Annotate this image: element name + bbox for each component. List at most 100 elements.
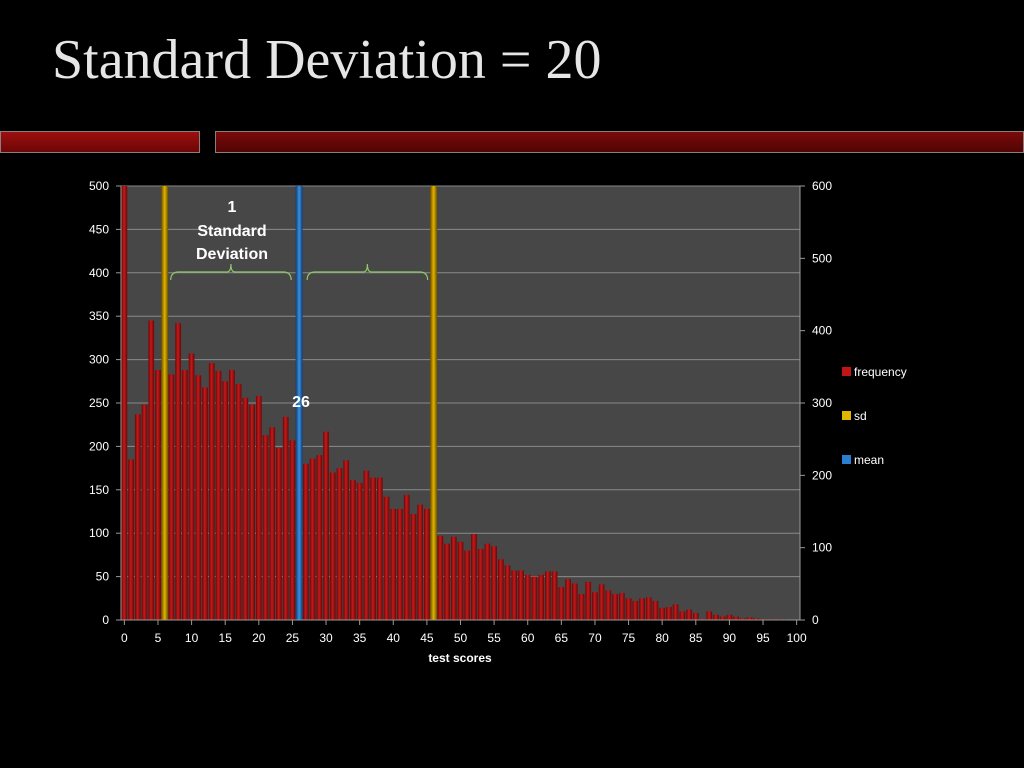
y-right-tick-label: 600 <box>812 179 832 193</box>
frequency-bar <box>363 470 370 620</box>
x-tick-label: 55 <box>487 631 501 645</box>
x-tick-label: 70 <box>588 631 602 645</box>
legend-label-sd: sd <box>854 409 867 423</box>
title-divider-left <box>0 131 200 153</box>
left-axis-tick-labels: 0 50 100 150 200 250 300 350 400 450 500 <box>89 179 121 627</box>
reference-lines <box>161 186 438 620</box>
frequency-bar <box>316 455 323 620</box>
x-axis-label: test scores <box>428 651 492 665</box>
frequency-bar <box>692 613 699 620</box>
sd-line <box>430 186 438 620</box>
frequency-bar <box>282 416 289 620</box>
frequency-bar <box>141 404 148 620</box>
frequency-bar <box>309 458 316 620</box>
x-tick-label: 5 <box>155 631 162 645</box>
legend-swatch-frequency <box>842 367 851 376</box>
frequency-bar <box>457 541 464 620</box>
frequency-bar <box>397 508 403 620</box>
x-tick-label: 35 <box>353 631 367 645</box>
frequency-bar <box>679 611 686 620</box>
frequency-bar <box>571 583 578 620</box>
x-tick-label: 25 <box>286 631 300 645</box>
y-right-tick-label: 500 <box>812 251 832 265</box>
x-tick-label: 85 <box>689 631 703 645</box>
legend: frequency sd mean <box>842 365 907 467</box>
frequency-bar <box>625 598 632 620</box>
y-right-tick-label: 200 <box>812 468 832 482</box>
x-tick-label: 80 <box>656 631 670 645</box>
frequency-bar <box>350 480 356 620</box>
frequency-bar <box>403 495 410 620</box>
y-right-tick-label: 0 <box>812 613 819 627</box>
frequency-bar <box>222 381 229 620</box>
frequency-bar <box>524 574 531 620</box>
frequency-bar <box>188 353 195 620</box>
y-left-tick-label: 150 <box>89 483 109 497</box>
frequency-bar <box>666 606 672 620</box>
frequency-bar <box>410 514 417 620</box>
y-left-tick-label: 500 <box>89 179 109 193</box>
sd-annotation-line3: Deviation <box>196 246 268 263</box>
frequency-bar <box>437 535 444 620</box>
x-tick-label: 100 <box>787 631 807 645</box>
x-tick-label: 45 <box>420 631 434 645</box>
frequency-bar <box>215 370 222 620</box>
frequency-bar <box>612 593 618 620</box>
y-left-tick-label: 400 <box>89 266 109 280</box>
frequency-bar <box>753 618 760 620</box>
x-tick-label: 90 <box>723 631 737 645</box>
sd-annotation-line1: 1 <box>228 199 237 216</box>
frequency-bar <box>289 440 296 620</box>
frequency-bar <box>545 571 551 620</box>
x-tick-label: 60 <box>521 631 535 645</box>
y-right-tick-label: 100 <box>812 541 832 555</box>
frequency-bar <box>477 548 484 620</box>
frequency-bar <box>746 617 753 620</box>
frequency-bar <box>565 579 571 620</box>
frequency-bar <box>303 463 309 620</box>
frequency-bar <box>195 375 202 620</box>
legend-swatch-sd <box>842 411 851 420</box>
frequency-bar <box>444 543 450 620</box>
x-tick-label: 10 <box>185 631 199 645</box>
frequency-bar <box>605 590 612 620</box>
frequency-bar <box>531 576 538 620</box>
frequency-bars <box>121 186 787 620</box>
frequency-bar <box>182 370 188 620</box>
frequency-bar <box>538 574 545 620</box>
frequency-bar <box>262 435 269 620</box>
y-left-tick-label: 300 <box>89 353 109 367</box>
frequency-bar <box>558 587 565 620</box>
right-axis-tick-labels: 0 100 200 300 400 500 600 <box>800 179 832 627</box>
x-tick-label: 50 <box>454 631 468 645</box>
frequency-bar <box>618 593 625 620</box>
legend-label-mean: mean <box>854 453 884 467</box>
frequency-bar <box>276 448 282 620</box>
mean-annotation: 26 <box>292 394 310 411</box>
frequency-bar <box>390 508 397 620</box>
x-tick-label: 20 <box>252 631 266 645</box>
frequency-bar <box>329 472 336 620</box>
y-left-tick-label: 100 <box>89 526 109 540</box>
frequency-bar <box>121 186 128 620</box>
frequency-bar <box>356 482 363 620</box>
frequency-bar <box>249 404 255 620</box>
frequency-bar <box>551 571 558 620</box>
frequency-bar <box>497 559 504 620</box>
frequency-bar <box>323 431 329 620</box>
frequency-bar <box>598 584 605 620</box>
frequency-bar <box>148 320 155 620</box>
frequency-bar <box>726 614 733 620</box>
frequency-bar <box>208 363 215 620</box>
frequency-bar <box>235 383 242 620</box>
frequency-bar <box>168 374 175 620</box>
frequency-bar <box>484 543 491 620</box>
x-axis-tick-labels: 0 5 10 15 20 25 30 35 40 45 50 55 60 65 70 75 80 85 90 95 10… <box>121 620 807 645</box>
frequency-bar <box>450 536 457 620</box>
frequency-bar <box>739 618 746 620</box>
frequency-bar <box>343 460 350 620</box>
sd-brace <box>306 263 429 281</box>
frequency-bar <box>719 616 726 620</box>
x-tick-label: 95 <box>756 631 770 645</box>
slide-title: Standard Deviation = 20 <box>52 29 602 91</box>
